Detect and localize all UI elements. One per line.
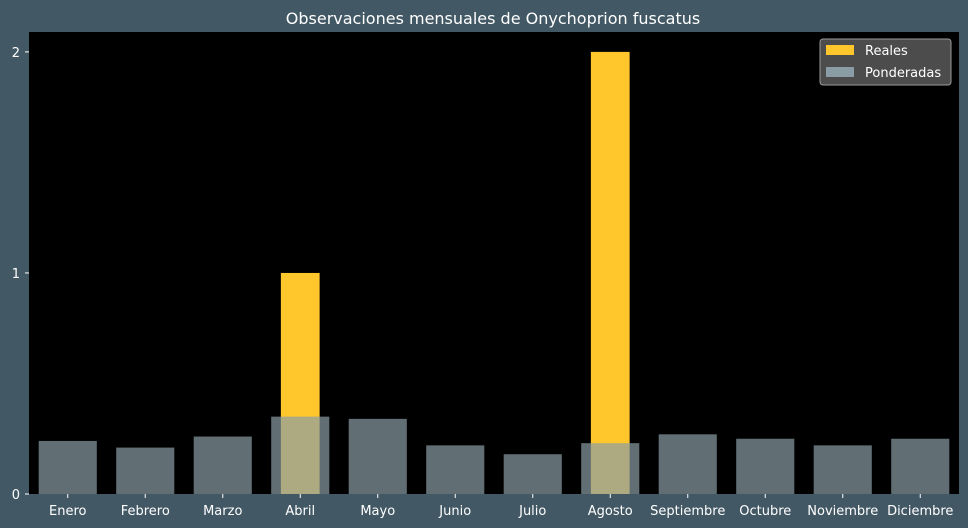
x-tick-label: Agosto [588,504,633,519]
y-axis: 0 1 2 [12,46,29,503]
bar-reales-agosto [590,51,630,494]
x-tick-label: Julio [518,504,546,519]
x-axis: Enero Febrero Marzo Abril Mayo Junio Julio Agos… [49,494,953,519]
chart-title: Observaciones mensuales de Onychoprion f… [286,9,700,28]
legend: Reales Ponderadas [819,38,952,86]
legend-swatch-reales [826,45,854,55]
x-tick-label: Diciembre [887,504,953,519]
legend-label-reales: Reales [865,44,908,59]
bar-ponderadas-abril [271,416,330,494]
x-tick-label: Septiembre [650,504,725,519]
series-reales [280,51,630,494]
y-tick-label: 1 [12,267,20,282]
x-tick-label: Noviembre [807,504,878,519]
bar-ponderadas-marzo [193,436,252,494]
series-ponderadas [38,416,950,494]
bar-ponderadas-agosto [581,443,640,494]
x-tick-label: Marzo [203,504,242,519]
bar-ponderadas-octubre [736,438,795,494]
bar-ponderadas-julio [503,454,562,494]
x-tick-label: Octubre [739,504,791,519]
plot-area [29,32,959,494]
bar-ponderadas-septiembre [658,434,717,494]
bar-ponderadas-junio [426,445,485,494]
x-tick-label: Enero [49,504,87,519]
x-tick-label: Mayo [360,504,395,519]
y-tick-label: 0 [12,488,20,503]
bar-ponderadas-diciembre [891,438,950,494]
x-tick-label: Junio [438,504,471,519]
bar-ponderadas-noviembre [813,445,872,494]
y-tick-label: 2 [12,46,20,61]
legend-swatch-ponderadas [826,67,854,77]
x-tick-label: Abril [285,504,315,519]
bar-ponderadas-mayo [348,418,407,494]
legend-label-ponderadas: Ponderadas [865,66,941,81]
bar-ponderadas-febrero [116,447,175,494]
bar-ponderadas-enero [38,440,97,494]
x-tick-label: Febrero [121,504,170,519]
